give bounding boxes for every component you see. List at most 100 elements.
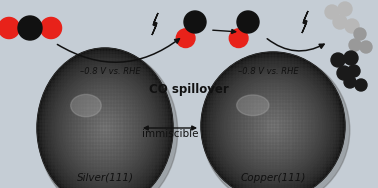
Ellipse shape bbox=[96, 118, 113, 138]
Ellipse shape bbox=[100, 122, 110, 134]
Ellipse shape bbox=[68, 84, 143, 172]
Ellipse shape bbox=[237, 95, 269, 116]
Ellipse shape bbox=[83, 102, 127, 154]
Text: Copper(111): Copper(111) bbox=[240, 173, 306, 183]
Ellipse shape bbox=[253, 106, 293, 146]
Ellipse shape bbox=[251, 104, 294, 148]
Text: immiscible: immiscible bbox=[142, 129, 198, 139]
Ellipse shape bbox=[266, 119, 280, 133]
Circle shape bbox=[348, 65, 360, 77]
Circle shape bbox=[184, 11, 206, 33]
Ellipse shape bbox=[202, 54, 350, 188]
Circle shape bbox=[18, 16, 42, 40]
Circle shape bbox=[325, 5, 339, 19]
Ellipse shape bbox=[66, 82, 144, 174]
Ellipse shape bbox=[217, 69, 329, 183]
Ellipse shape bbox=[79, 98, 130, 158]
Circle shape bbox=[331, 53, 345, 67]
Ellipse shape bbox=[62, 78, 147, 178]
Circle shape bbox=[355, 79, 367, 91]
Text: CO spillover: CO spillover bbox=[149, 83, 229, 96]
Circle shape bbox=[338, 2, 352, 16]
Circle shape bbox=[349, 39, 361, 51]
Ellipse shape bbox=[52, 66, 158, 188]
Ellipse shape bbox=[61, 76, 149, 180]
Circle shape bbox=[360, 41, 372, 53]
Ellipse shape bbox=[233, 85, 313, 167]
Circle shape bbox=[237, 11, 259, 33]
Circle shape bbox=[0, 17, 20, 39]
Ellipse shape bbox=[228, 80, 318, 172]
Ellipse shape bbox=[255, 108, 291, 145]
Circle shape bbox=[344, 76, 356, 88]
Ellipse shape bbox=[102, 124, 108, 132]
Ellipse shape bbox=[259, 111, 287, 141]
Text: Silver(111): Silver(111) bbox=[76, 173, 133, 183]
Ellipse shape bbox=[212, 63, 334, 188]
Ellipse shape bbox=[71, 94, 101, 117]
Ellipse shape bbox=[45, 58, 164, 188]
Ellipse shape bbox=[81, 100, 129, 156]
Circle shape bbox=[337, 66, 351, 80]
Ellipse shape bbox=[86, 106, 124, 150]
Ellipse shape bbox=[85, 104, 125, 152]
Ellipse shape bbox=[90, 110, 120, 146]
Ellipse shape bbox=[47, 60, 163, 188]
Ellipse shape bbox=[204, 56, 341, 188]
Ellipse shape bbox=[268, 121, 279, 132]
Ellipse shape bbox=[221, 72, 325, 180]
Ellipse shape bbox=[206, 58, 339, 188]
Ellipse shape bbox=[264, 117, 282, 135]
Ellipse shape bbox=[64, 80, 146, 176]
Ellipse shape bbox=[225, 76, 322, 176]
Ellipse shape bbox=[91, 112, 119, 144]
Ellipse shape bbox=[214, 65, 332, 187]
Ellipse shape bbox=[78, 96, 132, 160]
Circle shape bbox=[354, 28, 366, 40]
Ellipse shape bbox=[235, 87, 311, 165]
Ellipse shape bbox=[248, 100, 298, 152]
Ellipse shape bbox=[74, 92, 136, 164]
Ellipse shape bbox=[271, 124, 275, 128]
Ellipse shape bbox=[54, 68, 156, 188]
Ellipse shape bbox=[215, 67, 331, 185]
Ellipse shape bbox=[98, 120, 112, 136]
Ellipse shape bbox=[232, 83, 314, 169]
Ellipse shape bbox=[208, 59, 338, 188]
Ellipse shape bbox=[42, 54, 168, 188]
Ellipse shape bbox=[59, 74, 151, 182]
Ellipse shape bbox=[210, 61, 336, 188]
Ellipse shape bbox=[73, 90, 137, 166]
Ellipse shape bbox=[93, 114, 117, 142]
Ellipse shape bbox=[69, 86, 141, 170]
Ellipse shape bbox=[223, 74, 324, 178]
Ellipse shape bbox=[38, 50, 178, 188]
Ellipse shape bbox=[244, 96, 302, 156]
Ellipse shape bbox=[237, 89, 309, 163]
Circle shape bbox=[40, 17, 62, 39]
Ellipse shape bbox=[88, 108, 122, 148]
Polygon shape bbox=[302, 11, 308, 33]
Ellipse shape bbox=[257, 109, 289, 143]
Ellipse shape bbox=[71, 88, 139, 168]
Ellipse shape bbox=[226, 78, 320, 174]
Ellipse shape bbox=[49, 62, 161, 188]
Ellipse shape bbox=[241, 93, 305, 159]
Ellipse shape bbox=[242, 95, 304, 158]
Ellipse shape bbox=[103, 126, 107, 130]
Ellipse shape bbox=[260, 113, 286, 139]
Ellipse shape bbox=[57, 72, 153, 184]
Polygon shape bbox=[152, 13, 158, 35]
Ellipse shape bbox=[239, 91, 307, 161]
Ellipse shape bbox=[249, 102, 296, 150]
Text: –0.8 V vs. RHE: –0.8 V vs. RHE bbox=[80, 67, 140, 77]
Ellipse shape bbox=[219, 70, 327, 181]
Ellipse shape bbox=[262, 115, 284, 137]
Ellipse shape bbox=[270, 122, 277, 130]
Ellipse shape bbox=[44, 56, 166, 188]
Ellipse shape bbox=[201, 52, 345, 188]
Ellipse shape bbox=[51, 64, 160, 188]
Ellipse shape bbox=[56, 70, 154, 186]
Circle shape bbox=[345, 19, 359, 33]
Ellipse shape bbox=[40, 52, 170, 188]
